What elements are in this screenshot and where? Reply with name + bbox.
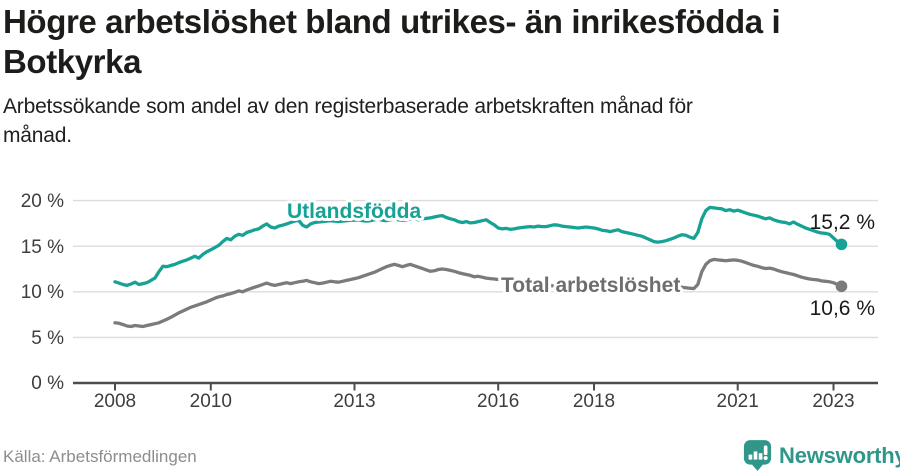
newsworthy-wordmark: Newsworthy xyxy=(779,442,900,468)
y-tick-label: 5 % xyxy=(31,328,64,349)
y-tick-label: 20 % xyxy=(21,191,64,212)
unemployment-line-chart: 0 % 5 % 10 % 15 % 20 % 2008 2010 2013 20… xyxy=(21,191,878,412)
x-tick-label: 2010 xyxy=(190,391,232,412)
chart-plot xyxy=(73,199,878,391)
y-tick-label: 0 % xyxy=(31,373,64,394)
x-tick-label: 2023 xyxy=(812,391,854,412)
newsworthy-logo: Newsworthy xyxy=(743,439,900,472)
page-subtitle: Arbetssökande som andel av den registerb… xyxy=(3,94,693,147)
end-value-label-utlandsfodda: 15,2 % xyxy=(810,211,875,234)
series-label-utlandsfodda: Utlandsfödda xyxy=(287,200,421,223)
series-end-dot xyxy=(835,238,848,251)
source-attribution: Källa: Arbetsförmedlingen xyxy=(3,447,197,466)
x-tick-label: 2008 xyxy=(94,391,136,412)
chart-area: 0 % 5 % 10 % 15 % 20 % 2008 2010 2013 20… xyxy=(0,172,900,422)
series-line xyxy=(113,257,844,329)
page-title: Högre arbetslöshet bland utrikes- än inr… xyxy=(3,3,781,80)
series-line xyxy=(113,205,844,288)
x-tick-label: 2016 xyxy=(477,391,519,412)
y-tick-label: 10 % xyxy=(21,282,64,303)
y-tick-label: 15 % xyxy=(21,237,64,258)
x-tick-label: 2013 xyxy=(333,391,375,412)
newsworthy-bubble-chart-icon xyxy=(743,440,772,471)
series-label-total: Total arbetslöshet xyxy=(501,274,680,297)
x-tick-label: 2021 xyxy=(717,391,759,412)
series-end-dot xyxy=(835,280,848,293)
x-tick-label: 2018 xyxy=(573,391,615,412)
chart-header: Högre arbetslöshet bland utrikes- än inr… xyxy=(3,2,897,151)
end-value-label-total: 10,6 % xyxy=(810,297,875,320)
